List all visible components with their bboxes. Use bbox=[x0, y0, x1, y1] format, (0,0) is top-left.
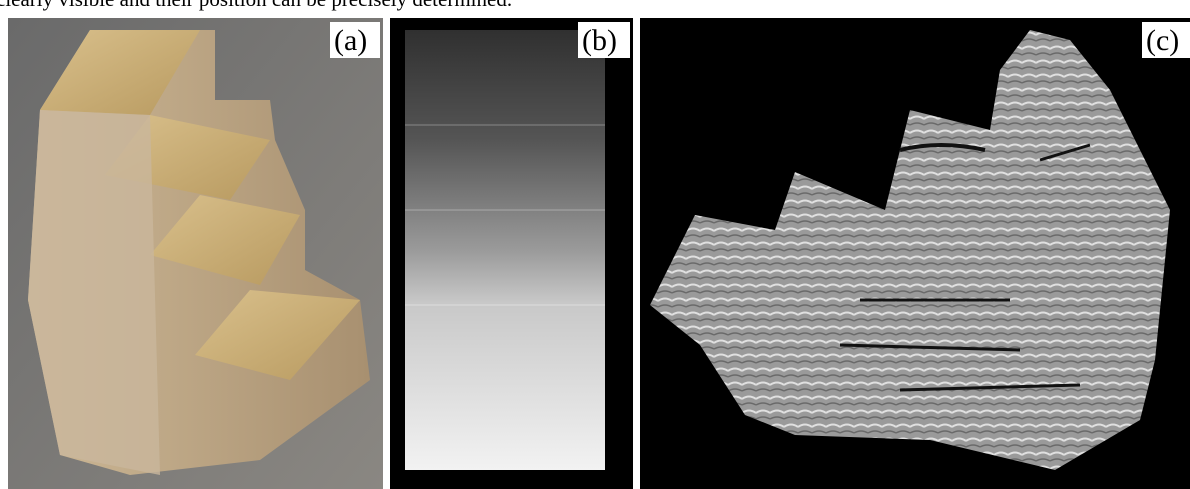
panel-label: (b) bbox=[582, 24, 617, 57]
panel-a: (a) bbox=[8, 18, 383, 489]
panel-c: (c) bbox=[640, 18, 1190, 489]
panel-label: (c) bbox=[1146, 24, 1179, 57]
figure: clearly visible and their position can b… bbox=[0, 0, 1190, 489]
page: clearly visible and their position can b… bbox=[0, 0, 1190, 489]
panel-b: (b) bbox=[390, 18, 633, 489]
caption: clearly visible and their position can b… bbox=[0, 0, 512, 11]
panel-label: (a) bbox=[334, 24, 367, 57]
